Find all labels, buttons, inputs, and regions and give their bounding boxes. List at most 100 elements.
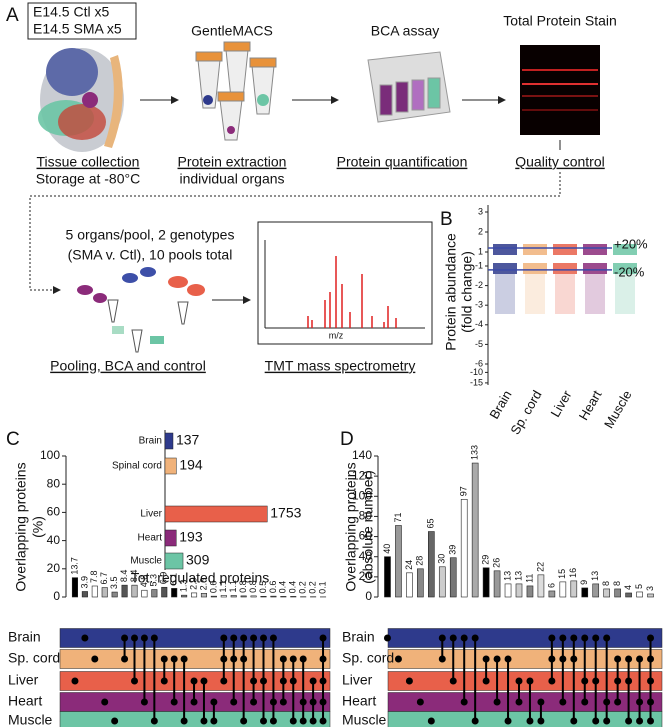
point-cloud: [553, 263, 577, 274]
matrix-dot: [625, 717, 633, 725]
sample-box: [27, 2, 137, 40]
bar: [141, 589, 148, 598]
step-title: GentleMACS: [191, 23, 273, 39]
point-cloud: [613, 244, 637, 255]
matrix-dot: [230, 634, 238, 642]
y-tick-label: 20: [359, 569, 373, 583]
value-label: 3: [645, 586, 655, 591]
value-label: 0.4: [288, 581, 298, 594]
x-tick-label: Heart: [576, 387, 605, 422]
point-cloud: [585, 274, 605, 314]
point-cloud: [493, 263, 517, 274]
bar: [81, 591, 88, 598]
bar: [111, 591, 118, 598]
matrix-dot: [471, 717, 479, 725]
reference-label: +20%: [614, 236, 648, 251]
set-band: [59, 628, 331, 648]
value-label: 30: [437, 554, 447, 564]
set-band: [387, 628, 663, 648]
matrix-dot: [559, 698, 567, 706]
set-label: Heart: [8, 693, 42, 709]
category-label: Heart: [138, 533, 163, 544]
matrix-dot: [250, 634, 258, 642]
value-label: 8: [612, 581, 622, 586]
value-label: 6.9: [159, 572, 169, 585]
y-tick-label: 40: [47, 533, 61, 547]
bca-plate: [367, 51, 451, 123]
matrix-dot: [299, 698, 307, 706]
matrix-dot: [559, 655, 567, 663]
step-caption: Tissue collection: [37, 154, 140, 170]
set-label: Brain: [342, 629, 375, 645]
matrix-dot: [647, 717, 655, 725]
value-label: 40: [382, 544, 392, 554]
set-label: Liver: [8, 672, 39, 688]
matrix-dot: [526, 677, 534, 685]
matrix-dot: [269, 634, 277, 642]
value-label: 6.7: [99, 572, 109, 585]
matrix-dot: [289, 655, 297, 663]
value-label: 0.4: [278, 581, 288, 594]
y-tick-label: -5: [475, 339, 483, 349]
matrix-dot: [570, 655, 578, 663]
value-label: 0.2: [298, 581, 308, 594]
value-label: 8.4: [129, 570, 139, 583]
matrix-dot: [559, 634, 567, 642]
matrix-dot: [200, 717, 208, 725]
matrix-dot: [603, 717, 611, 725]
bar: [428, 531, 435, 598]
matrix-dot: [449, 677, 457, 685]
matrix-dot: [570, 717, 578, 725]
matrix-dot: [614, 677, 622, 685]
panel-a: A E14.5 Ctl x5 E14.5 SMA x5: [6, 2, 617, 374]
matrix-dot: [319, 677, 327, 685]
bar: [395, 525, 402, 598]
matrix-dot: [230, 698, 238, 706]
axis-label: m/z: [329, 330, 344, 340]
y-tick-label: 60: [47, 505, 61, 519]
reference-label: -20%: [614, 264, 645, 279]
y-tick-label: 100: [40, 448, 60, 462]
value-label: 137: [176, 432, 200, 448]
matrix-dot: [121, 655, 129, 663]
bar: [515, 583, 523, 598]
bar: [290, 596, 297, 598]
y-axis-label: (fold change): [459, 251, 475, 333]
spectrum: [264, 240, 425, 329]
matrix-dot: [548, 655, 556, 663]
set-label: Muscle: [342, 712, 387, 727]
value-label: 71: [393, 512, 403, 522]
y-tick-label: 140: [352, 448, 372, 462]
matrix-dot: [240, 634, 248, 642]
value-label: 0.6: [268, 581, 278, 594]
matrix-dot: [319, 634, 327, 642]
bar: [250, 595, 257, 598]
matrix-dot: [309, 717, 317, 725]
matrix-dot: [279, 698, 287, 706]
sample-text: E14.5 SMA x5: [33, 21, 122, 37]
matrix-dot: [220, 655, 228, 663]
matrix-dot: [647, 677, 655, 685]
matrix-dot: [614, 698, 622, 706]
point-cloud: [493, 244, 517, 255]
spectrum-box: [257, 221, 433, 345]
value-label: 3.5: [109, 577, 119, 590]
value-label: 16: [568, 568, 578, 578]
y-tick-label: 2: [478, 226, 483, 236]
point-cloud: [553, 244, 577, 255]
y-tick-label: 80: [359, 509, 373, 523]
y-tick-label: 120: [352, 468, 372, 482]
y-tick-label: -15: [470, 377, 483, 387]
point-cloud: [555, 274, 575, 314]
y-tick-label: -4: [475, 319, 483, 329]
matrix-dot: [260, 717, 267, 725]
y-tick-label: 0: [365, 589, 372, 603]
matrix-dot: [81, 634, 89, 642]
value-label: 65: [426, 519, 436, 529]
matrix-dot: [299, 655, 307, 663]
matrix-dot: [636, 655, 644, 663]
y-axis-label: Overlapping proteins: [13, 462, 29, 591]
bar: [270, 595, 277, 598]
matrix-dot: [647, 634, 655, 642]
panel-label: C: [6, 429, 20, 450]
